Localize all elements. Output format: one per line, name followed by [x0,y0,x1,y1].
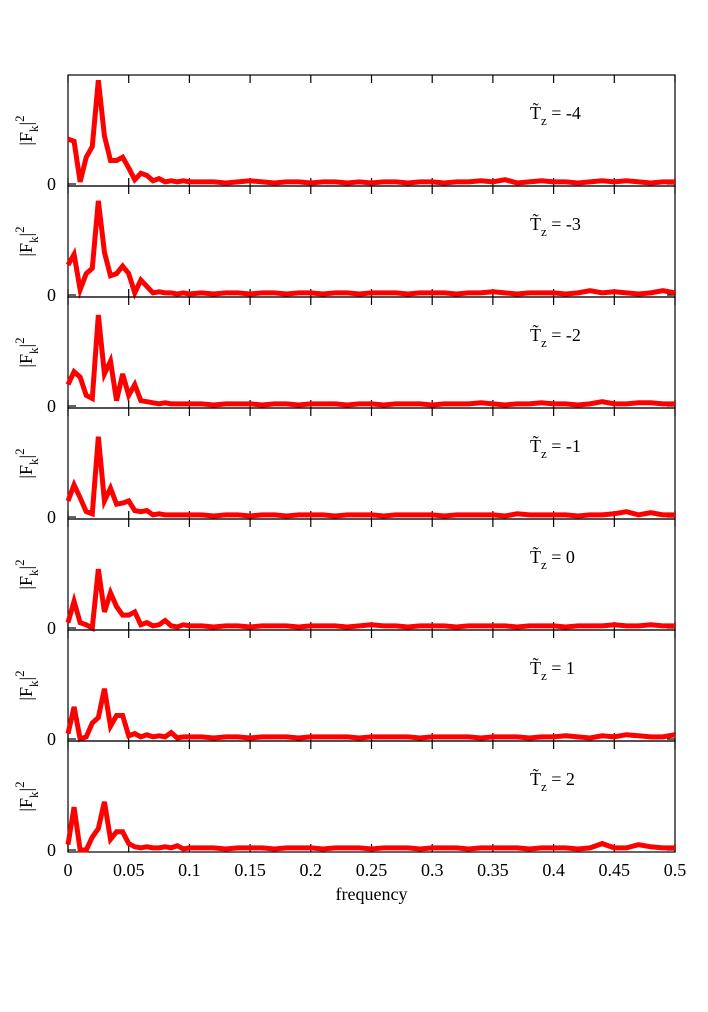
y-label-main: |F [16,354,36,368]
data-line [65,568,675,632]
x-tick-label: 0.1 [178,860,201,880]
plot-frame [67,296,676,409]
y-tick-label: 0 [47,174,56,194]
y-tick-label: 0 [47,729,56,749]
y-label-sup: 2 [12,448,27,455]
data-line [65,200,676,300]
annotation-rest: = 2 [547,769,575,789]
x-tick-label: 0.4 [542,860,565,880]
y-axis-label: |Fk|2 [12,226,41,256]
plot-frame [67,74,676,187]
y-axis-label: |Fk|2 [12,115,41,145]
y-axis-label: |Fk|2 [12,781,41,811]
y-tick-label: 0 [47,285,56,305]
y-label-sub: k [26,569,41,576]
x-tick-label: 0.15 [234,860,266,880]
plot-frame [67,518,676,631]
y-label-main: |F [16,465,36,479]
x-tick-label: 0.3 [421,860,444,880]
data-line [65,436,675,519]
annotation-main: T̃ [530,434,541,456]
annotation-rest: = -2 [547,325,581,345]
y-axis-label: |Fk|2 [12,670,41,700]
plot-frame [67,740,676,853]
annotation-sub: z [541,668,547,683]
annotation-main: T̃ [530,323,541,345]
y-label-main: |F [16,243,36,257]
y-label-close: | [16,233,36,237]
panel-annotation: T̃z = 1 [530,656,575,683]
x-tick-label: 0.35 [477,860,509,880]
annotation-sub: z [541,446,547,461]
annotation-rest: = 1 [547,658,575,678]
y-tick-label: 0 [47,618,56,638]
y-label-sub: k [26,680,41,687]
y-label-main: |F [16,687,36,701]
annotation-rest: = -1 [547,436,581,456]
plot-frame [67,407,676,520]
panel-annotation: T̃z = 2 [530,767,575,794]
y-tick-label: 0 [47,840,56,860]
annotation-sub: z [541,224,547,239]
y-axis-label: |Fk|2 [12,559,41,589]
x-tick-label: 0.05 [113,860,145,880]
panel-annotation: T̃z = -3 [530,212,581,239]
y-axis-label: |Fk|2 [12,337,41,367]
plot-frame [67,629,676,742]
y-label-close: | [16,566,36,570]
y-label-sup: 2 [12,559,27,566]
annotation-rest: = -4 [547,103,581,123]
annotation-sub: z [541,335,547,350]
annotation-sub: z [541,113,547,128]
annotation-main: T̃ [530,545,541,567]
y-label-sup: 2 [12,670,27,677]
y-label-main: |F [16,576,36,590]
y-label-sub: k [26,236,41,243]
panel-annotation: T̃z = -1 [530,434,581,461]
annotation-sub: z [541,779,547,794]
annotation-main: T̃ [530,656,541,678]
data-line [65,801,675,853]
y-label-close: | [16,455,36,459]
x-tick-label: 0 [64,860,73,880]
y-label-close: | [16,677,36,681]
annotation-main: T̃ [530,101,541,123]
annotation-sub: z [541,557,547,572]
data-line [65,688,676,743]
y-label-close: | [16,122,36,126]
panel-annotation: T̃z = 0 [530,545,575,572]
data-line [65,314,675,408]
x-tick-label: 0.5 [664,860,687,880]
annotation-rest: = 0 [547,547,575,567]
annotation-rest: = -3 [547,214,581,234]
y-label-sub: k [26,347,41,354]
x-tick-label: 0.25 [356,860,388,880]
y-label-sup: 2 [12,115,27,122]
y-label-sub: k [26,791,41,798]
annotation-main: T̃ [530,767,541,789]
y-label-sup: 2 [12,226,27,233]
y-axis-label: |Fk|2 [12,448,41,478]
y-label-sub: k [26,125,41,132]
plot-frame [67,185,676,298]
panel-annotation: T̃z = -2 [530,323,581,350]
y-label-close: | [16,344,36,348]
y-tick-label: 0 [47,396,56,416]
y-label-sup: 2 [12,337,27,344]
y-label-main: |F [16,798,36,812]
y-label-close: | [16,788,36,792]
data-line [67,79,675,186]
y-label-sup: 2 [12,781,27,788]
y-label-main: |F [16,132,36,146]
y-tick-label: 0 [47,507,56,527]
x-tick-label: 0.45 [599,860,631,880]
annotation-main: T̃ [530,212,541,234]
x-tick-label: 0.2 [300,860,323,880]
panel-annotation: T̃z = -4 [530,101,581,128]
x-axis-label: frequency [336,884,408,904]
y-label-sub: k [26,458,41,465]
